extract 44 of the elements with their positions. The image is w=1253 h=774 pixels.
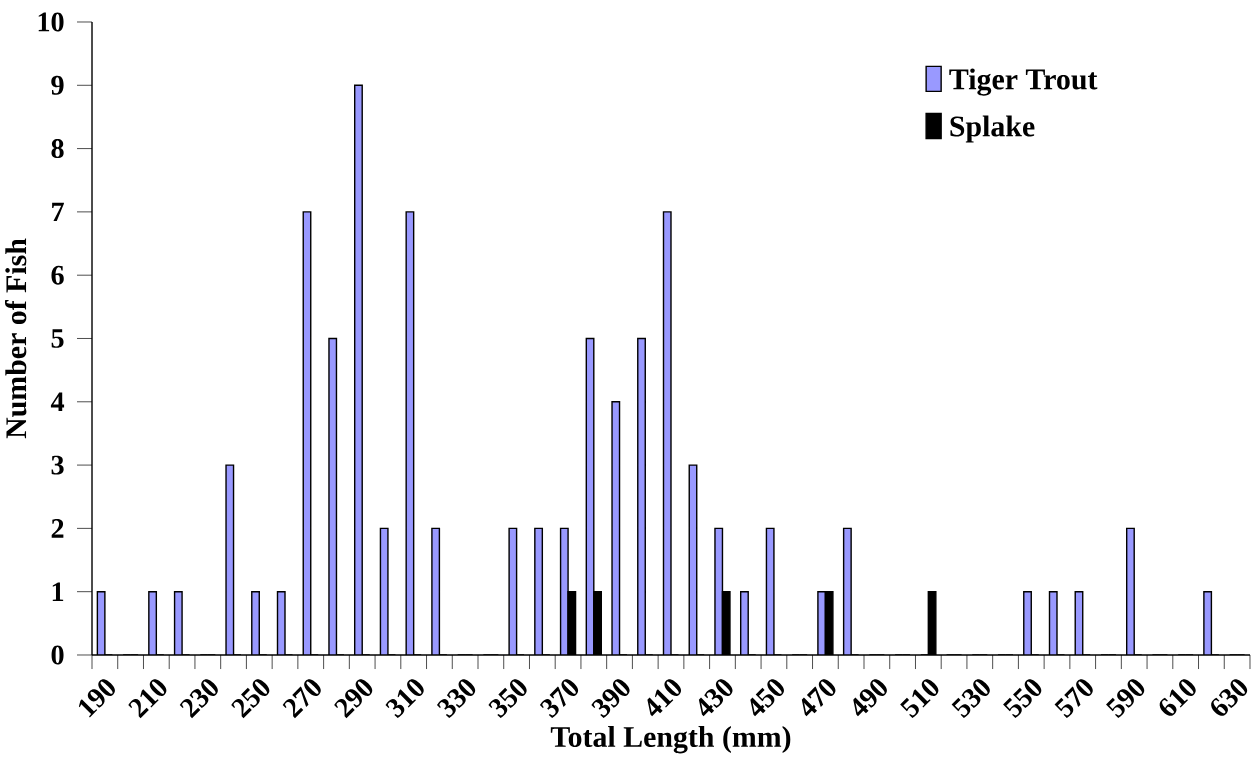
x-tick-label: 630 <box>1211 679 1248 716</box>
y-axis-title: Number of Fish <box>4 238 27 439</box>
bar <box>251 591 260 655</box>
y-tick-label: 7 <box>52 202 64 222</box>
y-tick-label: 4 <box>50 392 65 412</box>
y-tick-label: 3 <box>51 455 64 475</box>
bar <box>740 591 749 655</box>
bar <box>354 85 363 655</box>
x-tick-label: 210 <box>128 679 167 719</box>
x-tick-label: 190 <box>78 679 115 718</box>
x-tick-label: 350 <box>488 679 527 718</box>
legend-label: Tiger Trout <box>949 68 1098 96</box>
y-tick-label: 1 <box>52 582 64 601</box>
x-axis-title: Total Length (mm) <box>550 726 791 754</box>
legend-label: Splake <box>950 115 1035 143</box>
x-tick-label: 510 <box>900 679 939 718</box>
bar <box>637 338 646 655</box>
x-tick-label: 430 <box>698 679 733 717</box>
x-tick-label: 410 <box>647 679 682 717</box>
bar <box>1126 528 1135 655</box>
x-tick-label: 570 <box>1054 679 1093 718</box>
x-tick-label: 390 <box>591 679 630 718</box>
y-tick-label: 6 <box>51 265 64 285</box>
x-tick-label: 590 <box>1106 679 1145 718</box>
bar <box>1023 591 1032 655</box>
x-tick-label: 250 <box>231 679 270 719</box>
x-tick-label: 550 <box>1003 679 1042 718</box>
x-tick-label: 310 <box>385 679 424 718</box>
y-tick-label: 10 <box>38 12 64 32</box>
x-tick-label: 290 <box>334 679 373 719</box>
x-tick-label: 450 <box>750 679 785 717</box>
x-tick-label: 490 <box>853 679 887 717</box>
x-tick-label: 370 <box>539 679 579 718</box>
x-tick-label: 330 <box>436 679 476 718</box>
x-tick-label: 230 <box>179 679 218 719</box>
x-tick-label: 470 <box>801 679 836 717</box>
y-tick-label: 0 <box>51 645 64 665</box>
y-tick-label: 9 <box>51 75 64 95</box>
x-tick-label: 270 <box>282 679 321 719</box>
x-tick-label: 530 <box>951 679 990 718</box>
y-tick-label: 5 <box>51 329 64 348</box>
y-tick-label: 8 <box>51 139 64 159</box>
y-tick-label: 2 <box>51 519 64 538</box>
x-tick-label: 610 <box>1159 679 1196 716</box>
